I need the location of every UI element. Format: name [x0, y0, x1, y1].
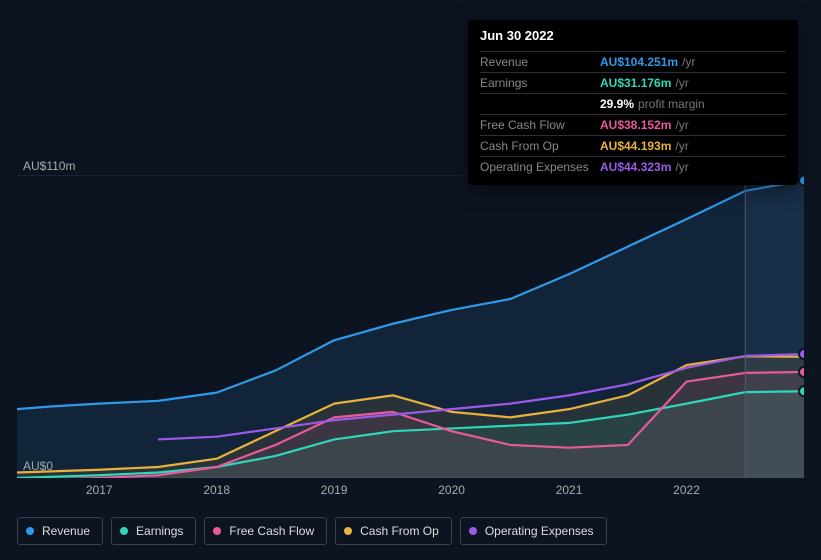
x-tick-label: 2019: [321, 483, 348, 497]
tooltip-row: Cash From OpAU$44.193m/yr: [480, 135, 786, 156]
y-max-label: AU$110m: [23, 159, 75, 173]
x-tick-label: 2018: [203, 483, 230, 497]
tooltip-row-label: Earnings: [480, 76, 600, 90]
legend-item[interactable]: Cash From Op: [335, 517, 452, 545]
tooltip-row-value: AU$31.176m: [600, 76, 671, 90]
legend-dot-icon: [213, 527, 221, 535]
x-tick-label: 2017: [86, 483, 113, 497]
tooltip-row: 29.9% profit margin: [480, 93, 786, 114]
legend-dot-icon: [26, 527, 34, 535]
tooltip-row-value: AU$44.193m: [600, 139, 671, 153]
tooltip-row-label: Cash From Op: [480, 139, 600, 153]
tooltip-row-suffix: /yr: [675, 118, 688, 132]
tooltip-row-value: AU$44.323m: [600, 160, 671, 174]
tooltip-date: Jun 30 2022: [480, 28, 786, 47]
tooltip-row-suffix: /yr: [675, 139, 688, 153]
legend-item[interactable]: Free Cash Flow: [204, 517, 327, 545]
x-tick-label: 2022: [673, 483, 700, 497]
tooltip-row: EarningsAU$31.176m/yr: [480, 72, 786, 93]
tooltip-row-value: 29.9%: [600, 97, 634, 111]
tooltip-row: RevenueAU$104.251m/yr: [480, 51, 786, 72]
tooltip-row-suffix: /yr: [675, 160, 688, 174]
legend-label: Earnings: [136, 524, 183, 538]
legend-label: Free Cash Flow: [229, 524, 314, 538]
tooltip-row: Free Cash FlowAU$38.152m/yr: [480, 114, 786, 135]
legend-dot-icon: [344, 527, 352, 535]
legend-label: Cash From Op: [360, 524, 439, 538]
legend-dot-icon: [120, 527, 128, 535]
tooltip-row-suffix: profit margin: [638, 97, 705, 111]
tooltip-row-label: Operating Expenses: [480, 160, 600, 174]
x-axis: 2017 2018 2019 2020 2021 2022: [17, 483, 804, 503]
chart-tooltip: Jun 30 2022 RevenueAU$104.251m/yrEarning…: [468, 20, 798, 185]
x-tick-label: 2020: [438, 483, 465, 497]
chart-legend: Revenue Earnings Free Cash Flow Cash From O…: [17, 517, 607, 545]
tooltip-row: Operating ExpensesAU$44.323m/yr: [480, 156, 786, 177]
legend-item[interactable]: Revenue: [17, 517, 103, 545]
tooltip-row-suffix: /yr: [682, 55, 695, 69]
legend-item[interactable]: Operating Expenses: [460, 517, 607, 545]
tooltip-row-value: AU$38.152m: [600, 118, 671, 132]
tooltip-row-suffix: /yr: [675, 76, 688, 90]
legend-item[interactable]: Earnings: [111, 517, 196, 545]
legend-dot-icon: [469, 527, 477, 535]
tooltip-row-value: AU$104.251m: [600, 55, 678, 69]
legend-label: Operating Expenses: [485, 524, 594, 538]
chart-plot[interactable]: [17, 175, 804, 478]
tooltip-row-label: Free Cash Flow: [480, 118, 600, 132]
x-tick-label: 2021: [556, 483, 583, 497]
tooltip-row-label: Revenue: [480, 55, 600, 69]
legend-label: Revenue: [42, 524, 90, 538]
